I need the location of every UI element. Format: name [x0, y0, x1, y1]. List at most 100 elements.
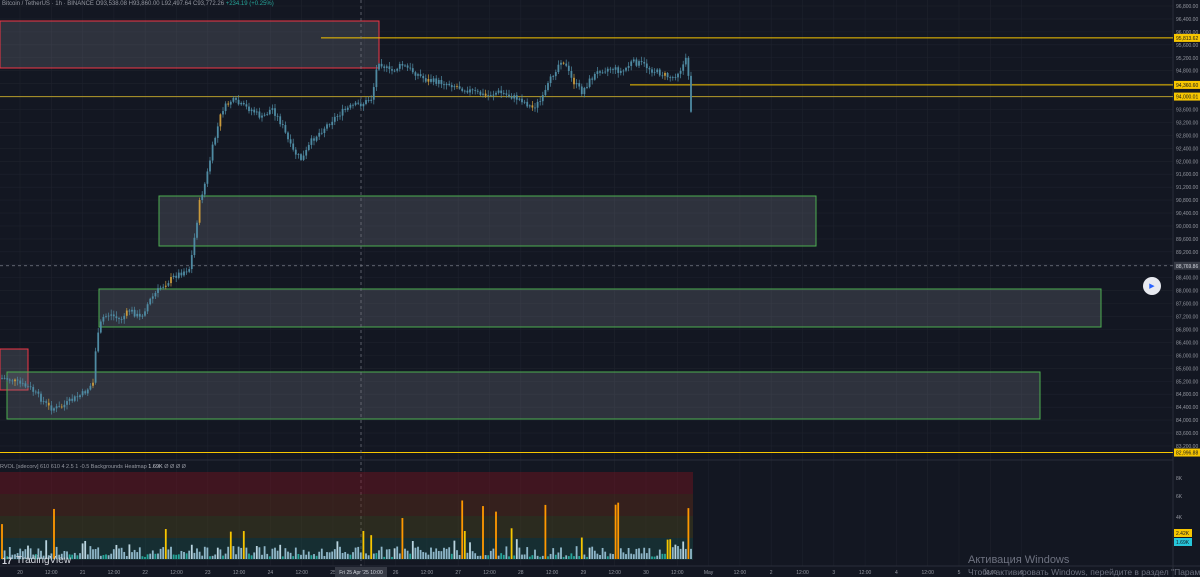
candle-body — [492, 94, 495, 96]
candle-body — [669, 77, 672, 79]
candle-body — [666, 72, 669, 78]
volume-bar — [16, 553, 19, 559]
volume-bar — [209, 556, 211, 559]
volume-bar — [344, 552, 347, 559]
volume-bar — [271, 548, 274, 559]
candle-body — [159, 287, 162, 289]
volume-bar — [211, 555, 214, 559]
candle-body — [29, 386, 32, 388]
candle-body — [66, 401, 68, 405]
volume-bar — [92, 549, 94, 559]
candle-body — [261, 115, 263, 118]
volume-bar — [331, 551, 334, 559]
time-tick-label: 12:00 — [170, 570, 183, 576]
volume-bar — [66, 551, 68, 559]
volume-bar — [684, 548, 687, 559]
volume-bar — [253, 552, 256, 559]
time-tick-label: 12:00 — [859, 570, 872, 576]
demand-zone[interactable] — [158, 195, 817, 247]
volume-bar — [14, 554, 16, 559]
volume-bar — [27, 545, 29, 559]
candle-body — [281, 124, 284, 126]
price-tick-label: 87,600.00 — [1176, 302, 1198, 308]
candle-body — [305, 149, 308, 156]
price-tick-label: 86,800.00 — [1176, 328, 1198, 334]
symbol-legend[interactable]: Bitcoin / TetherUS · 1h · BINANCE O93,53… — [0, 0, 274, 9]
volume-bar — [281, 556, 284, 559]
volume-badge-label: 1.69K — [1176, 540, 1190, 546]
volume-bar — [599, 555, 601, 559]
volume-bar — [664, 553, 666, 559]
volume-bar — [149, 553, 152, 559]
supply-zone[interactable] — [0, 20, 380, 69]
candle-body — [339, 115, 341, 117]
volume-badge-label: 2.42K — [1176, 531, 1190, 537]
volume-bar — [401, 518, 404, 559]
volume-bar — [497, 555, 500, 559]
volume-bar — [292, 556, 295, 559]
volume-bar — [484, 555, 487, 559]
volume-indicator-title[interactable]: RVOL [sdecorv] 610 610 4 2.5 1 -0.5 Back… — [0, 464, 147, 470]
volume-bar — [365, 553, 367, 559]
play-button[interactable]: ▶ — [1143, 277, 1161, 295]
volume-bar — [560, 547, 562, 559]
symbol-name[interactable]: Bitcoin / TetherUS · 1h · BINANCE — [2, 1, 94, 7]
volume-bar — [573, 556, 575, 559]
candle-body — [19, 380, 22, 384]
price-tick-label: 96,400.00 — [1176, 17, 1198, 23]
watermark-title: Активация Windows — [968, 554, 1070, 566]
volume-bar — [162, 547, 165, 559]
volume-bar — [606, 556, 609, 559]
volume-bar — [443, 547, 445, 559]
candle-body — [474, 90, 477, 92]
tradingview-logo[interactable]: 17 TradingView — [2, 555, 71, 566]
supply-zone[interactable] — [0, 348, 29, 391]
candle-body — [71, 398, 74, 401]
candle-body — [302, 155, 305, 160]
candle-body — [209, 160, 211, 172]
candle-body — [674, 77, 677, 78]
volume-bar — [398, 553, 401, 559]
price-tick-label: 84,400.00 — [1176, 405, 1198, 411]
demand-zone[interactable] — [6, 371, 1041, 420]
candle-body — [92, 382, 94, 386]
candle-body — [601, 72, 604, 74]
candle-body — [32, 387, 35, 392]
volume-bar — [89, 546, 92, 559]
price-change: +234.19 (+0.25%) — [225, 1, 274, 7]
volume-bar — [34, 554, 37, 559]
demand-zone[interactable] — [98, 288, 1102, 328]
volume-bar — [409, 553, 412, 559]
price-tick-label: 90,400.00 — [1176, 211, 1198, 217]
candle-body — [149, 298, 152, 305]
volume-bar — [115, 544, 118, 559]
candle-body — [526, 101, 529, 107]
volume-bar — [661, 553, 664, 559]
candle-body — [235, 97, 237, 100]
candle-body — [443, 84, 445, 86]
price-tick-label: 93,600.00 — [1176, 108, 1198, 114]
candle-body — [310, 138, 313, 145]
volume-bar — [136, 552, 139, 559]
candle-body — [141, 315, 144, 317]
volume-bar — [479, 555, 482, 559]
volume-bar — [482, 506, 484, 559]
time-tick-label: 30 — [643, 570, 649, 576]
time-tick-label: 27 — [455, 570, 461, 576]
volume-bar — [557, 552, 560, 559]
price-tick-label: 91,600.00 — [1176, 172, 1198, 178]
volume-bar — [110, 553, 113, 559]
candle-body — [190, 255, 193, 270]
price-tick-label: 92,400.00 — [1176, 146, 1198, 152]
candle-body — [6, 378, 9, 380]
candle-body — [237, 99, 240, 105]
time-tick-label: 12:00 — [546, 570, 559, 576]
volume-legend[interactable]: RVOL [sdecorv] 610 610 4 2.5 1 -0.5 Back… — [0, 463, 186, 471]
candle-body — [370, 99, 373, 101]
candle-body — [578, 83, 581, 87]
volume-bar — [677, 546, 679, 559]
price-badge — [1174, 80, 1200, 89]
volume-bar — [138, 547, 141, 559]
